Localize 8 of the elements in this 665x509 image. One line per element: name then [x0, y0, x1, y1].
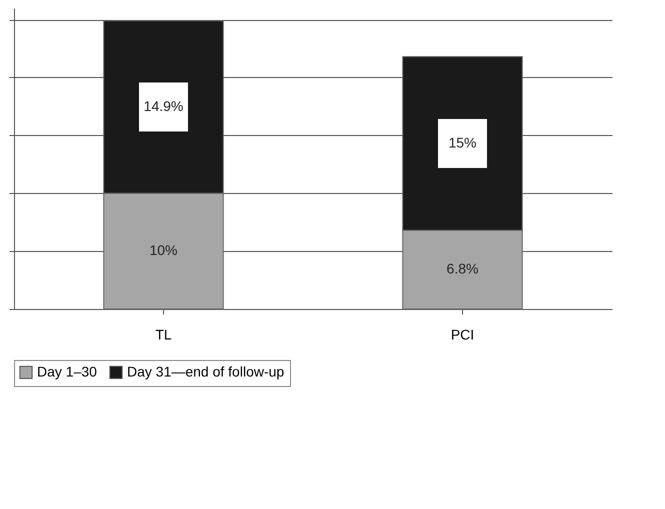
data-label: 15% — [448, 134, 477, 150]
data-label: 6.8% — [446, 260, 478, 277]
x-tick-label: PCI — [450, 326, 474, 342]
legend-label: Day 1–30 — [37, 363, 98, 380]
legend-label: Day 31—end of follow-up — [127, 363, 284, 380]
x-tick-label: TL — [155, 326, 172, 342]
data-label: 10% — [149, 242, 178, 258]
data-label: 14.9% — [144, 98, 184, 114]
